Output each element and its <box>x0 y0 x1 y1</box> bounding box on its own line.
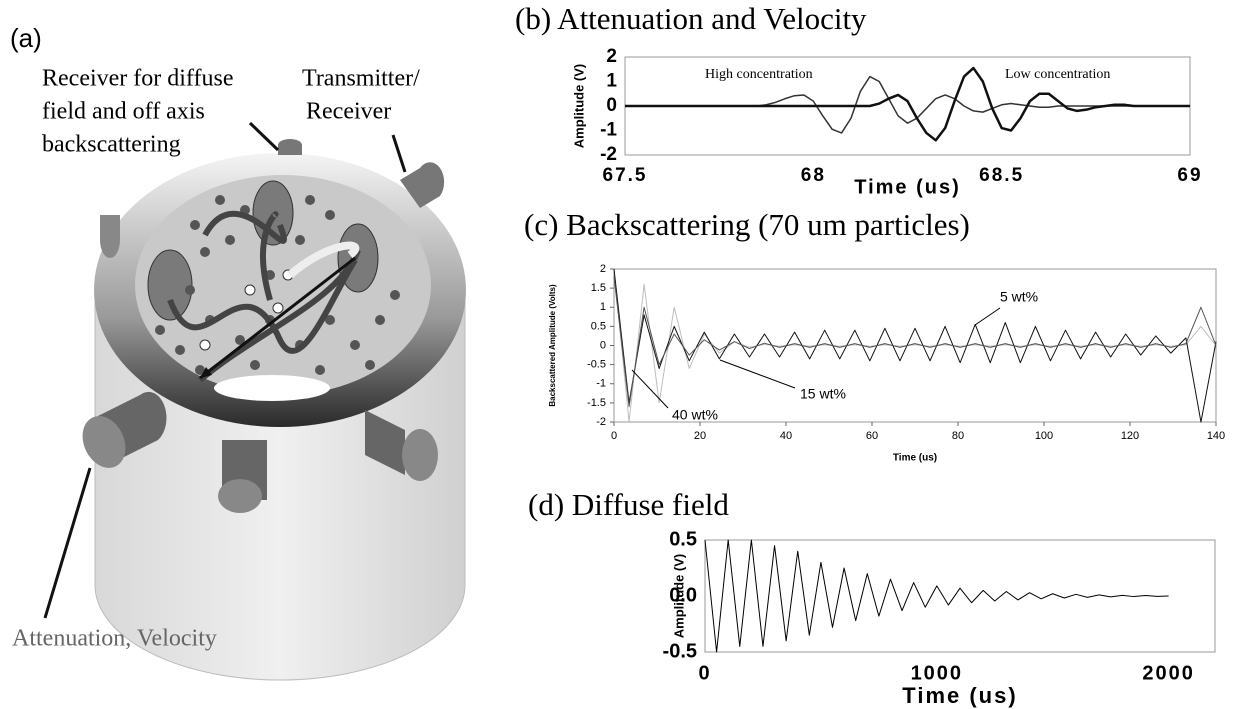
attenuation-label: Attenuation, Velocity <box>12 626 217 652</box>
y-tick-label: -1 <box>600 120 617 141</box>
y-tick-label: 0 <box>606 95 617 116</box>
x-axis-label: Time (us) <box>902 683 1017 708</box>
x-tick-label: 2000 <box>1142 662 1195 684</box>
x-tick-label: 80 <box>952 430 964 442</box>
x-tick-label: 69 <box>1177 165 1202 186</box>
series-label: 15 wt% <box>800 386 846 402</box>
page: {"diagram": {"panel_label": "(a)", "rece… <box>0 0 1238 709</box>
x-axis-label: Time (us) <box>893 453 937 464</box>
y-tick-label: -2 <box>600 144 617 165</box>
transmitter-label: Transmitter/ <box>302 66 420 92</box>
x-tick-label: 20 <box>694 430 706 442</box>
y-tick-label: -2 <box>596 416 606 428</box>
y-tick-label: -1.5 <box>587 397 606 409</box>
x-tick-label: 67.5 <box>603 165 648 186</box>
receiver-label: field and off axis <box>42 99 205 125</box>
x-tick-label: 140 <box>1207 430 1225 442</box>
y-axis-label: Amplitude (V) <box>571 64 586 149</box>
x-tick-label: 0 <box>611 430 617 442</box>
y-tick-label: 1 <box>606 71 617 92</box>
x-tick-label: 68 <box>801 165 826 186</box>
y-tick-label: 2 <box>606 46 617 67</box>
x-tick-label: 40 <box>780 430 792 442</box>
x-tick-label: 1000 <box>911 662 964 684</box>
receiver-label: Receiver for diffuse <box>42 66 233 92</box>
y-axis-label: Backscattered Amplitude (Volts) <box>548 284 557 407</box>
label-leader <box>975 308 1000 325</box>
y-axis-label: Amplitude (V) <box>671 554 686 639</box>
y-tick-label: 0.5 <box>591 320 606 332</box>
y-tick-label: 0 <box>600 339 606 351</box>
y-tick-label: 1.5 <box>591 282 606 294</box>
series-label: 40 wt% <box>672 407 718 423</box>
x-tick-label: 60 <box>866 430 878 442</box>
x-axis-label: Time (us) <box>854 176 961 198</box>
y-tick-label: 1 <box>600 301 606 313</box>
x-tick-label: 0 <box>698 662 711 684</box>
label-leader <box>720 360 795 388</box>
plot-frame <box>614 269 1216 422</box>
y-tick-label: 0.5 <box>669 528 697 550</box>
y-tick-label: -0.5 <box>663 640 697 662</box>
series-label: 5 wt% <box>1000 289 1038 305</box>
signal-line <box>705 540 1169 652</box>
y-tick-label: -1 <box>596 378 606 390</box>
label-leader <box>632 370 668 408</box>
receiver-label: backscattering <box>42 132 181 158</box>
y-tick-label: -0.5 <box>587 359 606 371</box>
chart-title: (c) Backscattering (70 um particles) <box>524 207 970 242</box>
figure: (a) Receiver for diffuse field and off a… <box>0 0 1238 709</box>
signal-line <box>614 269 1216 422</box>
series-label: High concentration <box>705 67 813 82</box>
x-tick-label: 100 <box>1035 430 1053 442</box>
x-tick-label: 120 <box>1121 430 1139 442</box>
chart-title: (b) Attenuation and Velocity <box>515 1 867 36</box>
series-label: Low concentration <box>1005 67 1110 82</box>
chart-title: (d) Diffuse field <box>528 487 729 522</box>
x-tick-label: 68.5 <box>979 165 1024 186</box>
vessel-diagram: (a) Receiver for diffuse field and off a… <box>10 23 466 680</box>
signal-line <box>614 277 1216 407</box>
transmitter-label: Receiver <box>306 99 391 125</box>
signal-line <box>614 269 1216 422</box>
panel-label: (a) <box>10 23 42 53</box>
y-tick-label: 2 <box>600 263 606 275</box>
